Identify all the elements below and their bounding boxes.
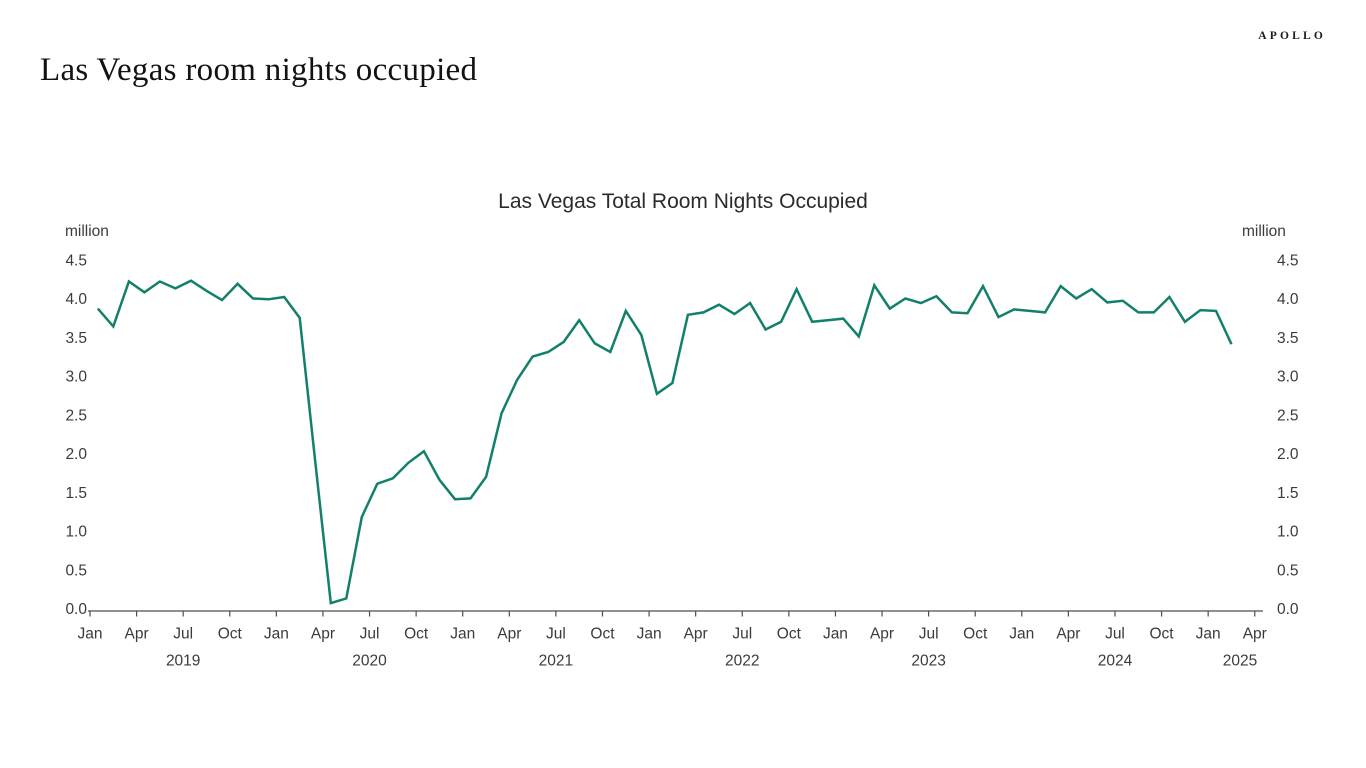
y-axis-unit-right: million [1242, 223, 1286, 240]
y-tick-label-left: 4.5 [65, 252, 87, 269]
x-tick-label: Apr [311, 626, 335, 643]
x-year-label: 2023 [911, 653, 945, 670]
y-tick-label-left: 3.5 [65, 330, 87, 347]
y-tick-label-right: 3.5 [1277, 330, 1299, 347]
y-tick-label-right: 0.0 [1277, 601, 1299, 618]
x-year-label: 2020 [352, 653, 387, 670]
x-tick-label: Apr [497, 626, 521, 643]
x-tick-label: Apr [1056, 626, 1080, 643]
y-tick-label-left: 3.0 [65, 369, 87, 386]
y-tick-label-right: 4.0 [1277, 291, 1299, 308]
y-tick-label-left: 2.5 [65, 407, 87, 424]
x-tick-label: Jul [732, 626, 752, 643]
y-axis-unit-left: million [65, 223, 109, 240]
chart-title: Las Vegas Total Room Nights Occupied [498, 190, 868, 213]
x-tick-label: Oct [777, 626, 802, 643]
x-tick-label: Jan [450, 626, 475, 643]
x-year-label: 2021 [539, 653, 573, 670]
x-tick-label: Jul [919, 626, 939, 643]
x-tick-label: Jul [1105, 626, 1125, 643]
y-tick-label-left: 1.0 [65, 524, 87, 541]
y-tick-label-left: 0.0 [65, 601, 87, 618]
x-year-label: 2022 [725, 653, 759, 670]
x-year-label: 2025 [1223, 653, 1257, 670]
x-tick-label: Oct [1150, 626, 1175, 643]
y-tick-label-left: 2.0 [65, 446, 87, 463]
page-title: Las Vegas room nights occupied [40, 52, 478, 88]
x-tick-label: Oct [404, 626, 429, 643]
x-tick-label: Jan [78, 626, 103, 643]
x-tick-label: Jan [823, 626, 848, 643]
room-nights-line [96, 279, 1233, 605]
y-tick-label-right: 2.5 [1277, 407, 1299, 424]
x-tick-label: Oct [963, 626, 988, 643]
y-tick-label-left: 0.5 [65, 562, 87, 579]
y-tick-label-right: 0.5 [1277, 562, 1299, 579]
y-tick-label-right: 1.0 [1277, 524, 1299, 541]
x-tick-label: Jan [264, 626, 289, 643]
y-tick-label-right: 1.5 [1277, 485, 1299, 502]
y-tick-label-right: 2.0 [1277, 446, 1299, 463]
x-tick-label: Jul [546, 626, 566, 643]
y-tick-label-right: 4.5 [1277, 252, 1299, 269]
x-tick-label: Jan [1196, 626, 1221, 643]
x-tick-label: Jan [637, 626, 662, 643]
y-tick-label-left: 1.5 [65, 485, 87, 502]
y-tick-label-right: 3.0 [1277, 369, 1299, 386]
x-tick-label: Oct [218, 626, 243, 643]
x-tick-label: Apr [125, 626, 149, 643]
x-tick-label: Apr [1243, 626, 1267, 643]
x-year-label: 2024 [1098, 653, 1133, 670]
x-tick-label: Jul [360, 626, 380, 643]
x-tick-label: Jan [1009, 626, 1034, 643]
x-tick-label: Apr [870, 626, 894, 643]
x-year-label: 2019 [166, 653, 200, 670]
x-tick-label: Oct [590, 626, 615, 643]
x-tick-label: Jul [173, 626, 193, 643]
y-tick-label-left: 4.0 [65, 291, 87, 308]
x-tick-label: Apr [684, 626, 708, 643]
apollo-logo: APOLLO [1258, 30, 1326, 42]
